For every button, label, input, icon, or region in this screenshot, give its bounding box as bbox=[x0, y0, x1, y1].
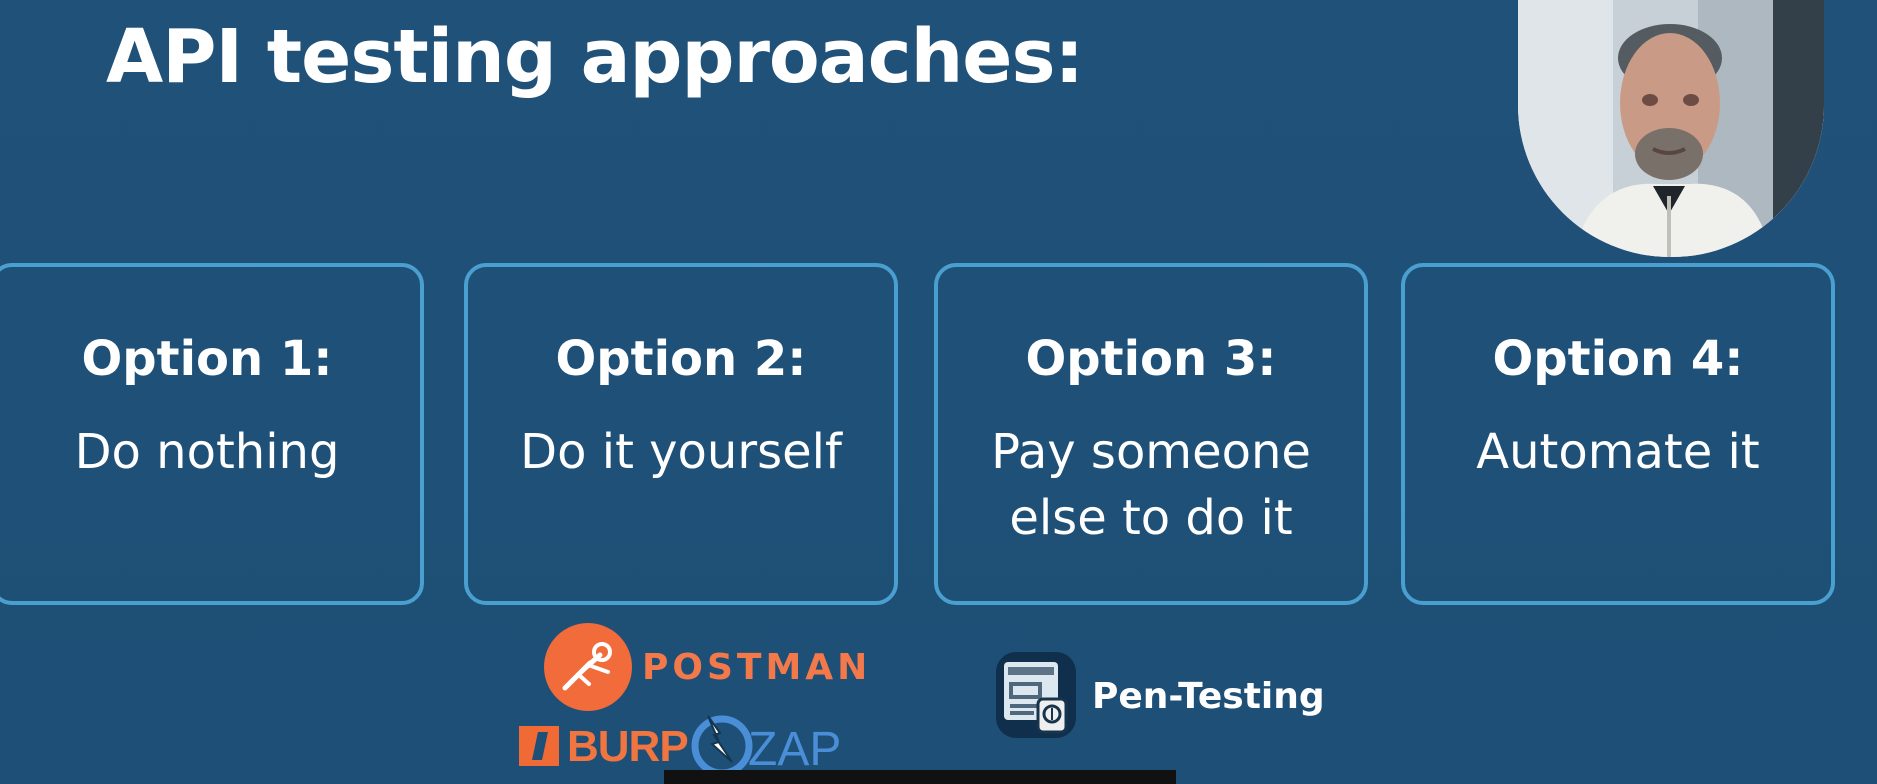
option-card-1: Option 1: Do nothing bbox=[0, 263, 424, 605]
option-text-3: Pay someone else to do it bbox=[991, 424, 1311, 546]
option-heading-3: Option 3: bbox=[1025, 331, 1277, 387]
slide-title: API testing approaches: bbox=[106, 14, 1084, 100]
zap-logo-group: ZAP bbox=[690, 712, 865, 778]
option-text-1: Do nothing bbox=[74, 424, 340, 480]
video-overlay-bar bbox=[664, 770, 1176, 784]
option-text-4: Automate it bbox=[1476, 424, 1760, 480]
pen-testing-label: Pen-Testing bbox=[1092, 676, 1325, 717]
zap-logo-icon bbox=[691, 715, 753, 777]
postman-logo-icon bbox=[544, 623, 632, 711]
option-heading-4: Option 4: bbox=[1492, 331, 1744, 387]
option-card-4: Option 4: Automate it bbox=[1401, 263, 1835, 605]
zap-wordmark: ZAP bbox=[748, 723, 842, 776]
option-card-2: Option 2: Do it yourself bbox=[464, 263, 898, 605]
pentest-document-icon bbox=[996, 652, 1076, 738]
option-card-3: Option 3: Pay someone else to do it bbox=[934, 263, 1368, 605]
option-heading-1: Option 1: bbox=[81, 331, 333, 387]
option-cards: Option 1: Do nothing Option 2: Do it you… bbox=[0, 263, 1850, 611]
burp-logo-group: BURP bbox=[519, 722, 689, 771]
pen-testing-group: Pen-Testing bbox=[996, 652, 1326, 738]
burp-logo-icon bbox=[519, 726, 559, 766]
postman-logo-group: POSTMAN bbox=[544, 623, 867, 711]
presenter-webcam bbox=[1518, 0, 1824, 257]
option-heading-2: Option 2: bbox=[555, 331, 807, 387]
postman-wordmark: POSTMAN bbox=[642, 647, 872, 688]
option-text-2: Do it yourself bbox=[520, 424, 842, 480]
burp-wordmark: BURP bbox=[567, 722, 689, 771]
